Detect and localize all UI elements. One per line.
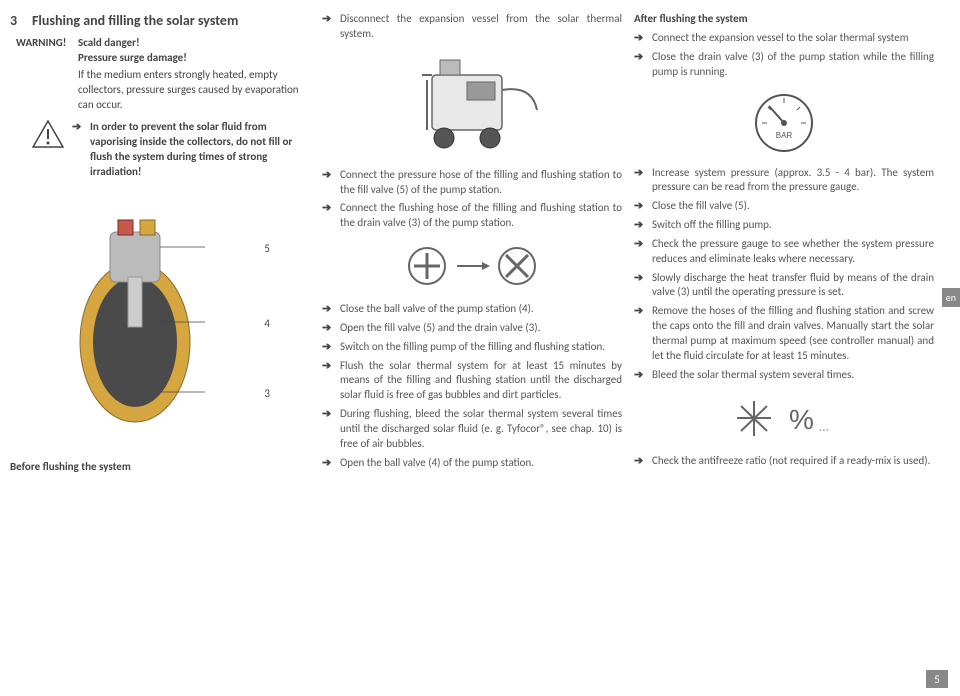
step-text: Close the drain valve (3) of the pump st… — [652, 50, 934, 80]
section-number: 3 — [10, 12, 17, 29]
figure-flushing-cart — [322, 50, 622, 160]
step-text: Increase system pressure (approx. 3.5 - … — [652, 166, 934, 196]
warning-body: If the medium enters strongly heated, em… — [78, 68, 310, 113]
column-3: After flushing the system ➔ Connect the e… — [634, 12, 934, 475]
page-content: Flushing and filling the solar system WA… — [10, 12, 942, 475]
arrow-icon: ➔ — [634, 199, 646, 214]
arrow-icon: ➔ — [322, 456, 334, 471]
warning-title-2: Pressure surge damage! — [78, 51, 310, 66]
step-text: Close the ball valve of the pump station… — [340, 302, 534, 317]
svg-text:…: … — [819, 418, 829, 435]
fig1-label-5: 5 — [264, 242, 270, 255]
figure-valve-rotation — [322, 239, 622, 294]
before-flushing-heading: Before flushing the system — [10, 460, 310, 473]
figure-pump-cutaway: 5 4 3 — [10, 192, 310, 452]
pump-cutaway-svg — [60, 192, 260, 452]
arrow-icon: ➔ — [634, 271, 646, 301]
step-text: Disconnect the expansion vessel from the… — [340, 12, 622, 42]
section-heading: Flushing and filling the solar system — [32, 12, 310, 30]
arrow-icon: ➔ — [634, 50, 646, 80]
step-text: Close the fill valve (5). — [652, 199, 750, 214]
valve-rotation-svg — [392, 239, 552, 294]
figure-antifreeze: % … — [634, 391, 934, 446]
warning-title: Scald danger! Pressure surge damage! — [78, 36, 310, 66]
arrow-icon: ➔ — [634, 454, 646, 469]
column-2: ➔Disconnect the expansion vessel from th… — [322, 12, 622, 475]
arrow-icon: ➔ — [634, 368, 646, 383]
figure-pressure-gauge: BAR — [634, 88, 934, 158]
arrow-icon: ➔ — [322, 321, 334, 336]
step-text: Switch on the filling pump of the fillin… — [340, 340, 605, 355]
arrow-icon: ➔ — [322, 359, 334, 404]
warning-icon-row: ➔ In order to prevent the solar fluid fr… — [32, 120, 310, 183]
step-text: Connect the pressure hose of the filling… — [340, 168, 622, 198]
pressure-gauge-svg: BAR — [744, 88, 824, 158]
arrow-icon: ➔ — [634, 218, 646, 233]
step-text: Slowly discharge the heat transfer fluid… — [652, 271, 934, 301]
arrow-icon: ➔ — [322, 201, 334, 231]
step-text: Check the pressure gauge to see whether … — [652, 237, 934, 267]
arrow-icon: ➔ — [634, 237, 646, 267]
arrow-icon: ➔ — [322, 407, 334, 452]
step-text: Bleed the solar thermal system several t… — [652, 368, 854, 383]
language-tab: en — [942, 288, 960, 307]
step-text: Connect the expansion vessel to the sola… — [652, 31, 909, 46]
column-1: Flushing and filling the solar system WA… — [10, 12, 310, 475]
fig1-label-3: 3 — [264, 387, 270, 400]
after-flushing-heading: After flushing the system — [634, 12, 934, 25]
arrow-icon: ➔ — [634, 166, 646, 196]
fig1-label-4: 4 — [264, 317, 270, 330]
arrow-icon: ➔ — [322, 302, 334, 317]
arrow-icon: ➔ — [322, 340, 334, 355]
warning-prevent-text: In order to prevent the solar fluid from… — [90, 120, 310, 179]
warning-triangle-icon — [32, 120, 64, 148]
arrow-icon: ➔ — [322, 12, 334, 42]
step-text: Flush the solar thermal system for at le… — [340, 359, 622, 404]
flushing-cart-svg — [392, 50, 552, 160]
arrow-icon: ➔ — [634, 31, 646, 46]
step-text: During flushing, bleed the solar thermal… — [340, 407, 622, 452]
gauge-bar-label: BAR — [776, 131, 793, 140]
step-text: Switch off the filling pump. — [652, 218, 772, 233]
step-text: Open the fill valve (5) and the drain va… — [340, 321, 540, 336]
step-text: Open the ball valve (4) of the pump stat… — [340, 456, 534, 471]
svg-text:%: % — [789, 404, 814, 435]
warning-label: WARNING! — [16, 36, 72, 66]
warning-block: WARNING! Scald danger! Pressure surge da… — [16, 36, 310, 112]
antifreeze-svg: % … — [724, 391, 844, 446]
warning-title-1: Scald danger! — [78, 36, 310, 51]
arrow-icon: ➔ — [634, 304, 646, 363]
arrow-icon: ➔ — [72, 120, 84, 179]
arrow-icon: ➔ — [322, 168, 334, 198]
step-text: Check the antifreeze ratio (not required… — [652, 454, 930, 469]
step-text: Connect the flushing hose of the filling… — [340, 201, 622, 231]
step-text: Remove the hoses of the filling and flus… — [652, 304, 934, 363]
page-number: 5 — [926, 670, 948, 688]
